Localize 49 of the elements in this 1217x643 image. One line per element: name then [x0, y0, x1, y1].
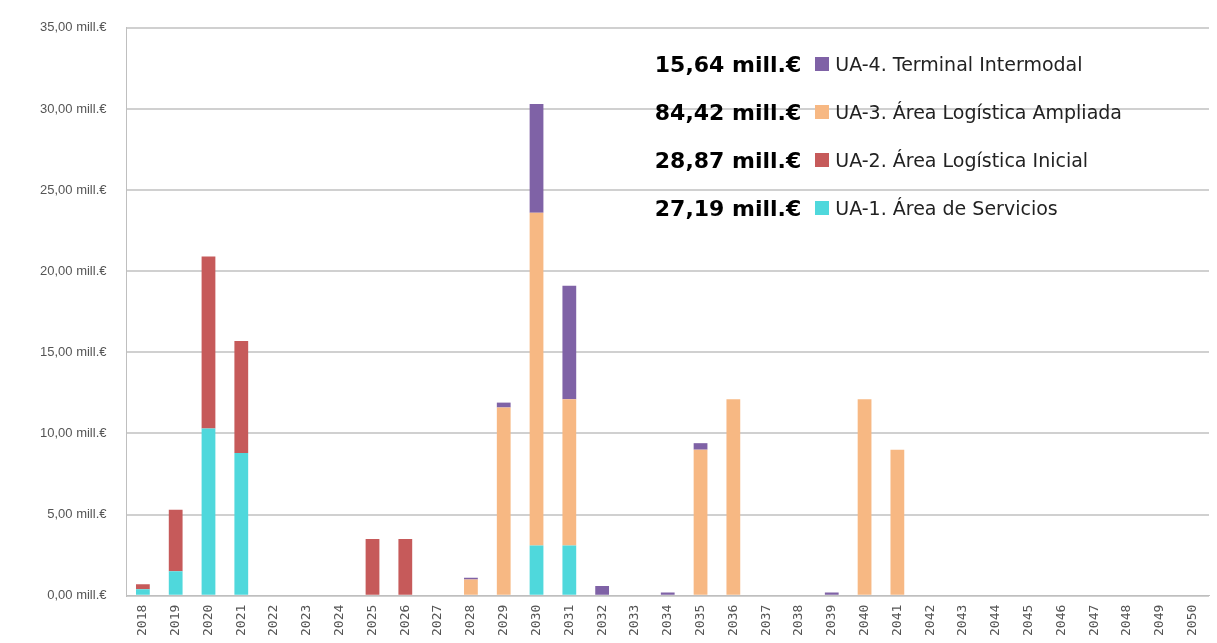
x-tick-label: 2024 — [331, 604, 347, 637]
x-tick-label: 2039 — [823, 604, 839, 637]
x-tick-label: 2033 — [626, 604, 642, 637]
annotation: 15,64 mill.€ — [653, 51, 802, 77]
y-tick-label: 30,00 mill.€ — [39, 100, 108, 116]
y-tick-label: 20,00 mill.€ — [39, 262, 108, 278]
x-tick-label: 2045 — [1019, 604, 1035, 637]
x-tick-label: 2034 — [659, 604, 675, 637]
y-tick-label: 0,00 mill.€ — [47, 587, 108, 603]
x-tick-label: 2032 — [593, 604, 609, 637]
x-tick-label: 2044 — [987, 604, 1003, 637]
x-tick-label: 2047 — [1085, 604, 1101, 637]
legend-label: UA-1. Área de Servicios — [835, 197, 1058, 219]
x-tick-label: 2036 — [724, 604, 740, 637]
x-tick-label: 2037 — [757, 604, 773, 637]
x-tick-label: 2046 — [1052, 604, 1068, 637]
x-tick-label: 2029 — [495, 604, 511, 637]
x-tick-label: 2042 — [921, 604, 937, 637]
x-tick-label: 2035 — [691, 604, 707, 637]
y-tick-label: 25,00 mill.€ — [39, 181, 108, 197]
x-tick-label: 2043 — [954, 604, 970, 637]
annotation: 28,87 mill.€ — [653, 147, 802, 173]
x-tick-label: 2049 — [1151, 604, 1167, 637]
x-tick-label: 2023 — [298, 604, 314, 637]
annotation: 84,42 mill.€ — [653, 99, 802, 125]
legend-label: UA-4. Terminal Intermodal — [835, 53, 1083, 75]
x-tick-label: 2021 — [232, 604, 248, 637]
x-tick-label: 2019 — [167, 604, 183, 637]
x-tick-label: 2048 — [1118, 604, 1134, 637]
y-tick-label: 15,00 mill.€ — [39, 343, 108, 359]
x-tick-label: 2050 — [1183, 604, 1199, 637]
x-tick-label: 2031 — [560, 604, 576, 637]
x-tick-label: 2022 — [265, 604, 281, 637]
legend-label: UA-2. Área Logística Inicial — [835, 149, 1089, 171]
legend-label: UA-3. Área Logística Ampliada — [835, 101, 1122, 123]
x-tick-label: 2040 — [855, 604, 871, 637]
x-tick-label: 2027 — [429, 604, 445, 637]
x-tick-label: 2041 — [888, 604, 904, 637]
x-tick-label: 2028 — [462, 604, 478, 637]
x-tick-label: 2038 — [790, 604, 806, 637]
annotation: 27,19 mill.€ — [653, 195, 802, 221]
x-tick-label: 2026 — [396, 604, 412, 637]
x-tick-label: 2030 — [527, 604, 543, 637]
y-tick-label: 10,00 mill.€ — [39, 425, 108, 441]
x-tick-label: 2020 — [199, 604, 215, 637]
x-tick-label: 2025 — [363, 604, 379, 637]
y-tick-label: 35,00 mill.€ — [39, 19, 108, 35]
x-tick-label: 2018 — [134, 604, 150, 637]
y-tick-label: 5,00 mill.€ — [47, 506, 108, 522]
